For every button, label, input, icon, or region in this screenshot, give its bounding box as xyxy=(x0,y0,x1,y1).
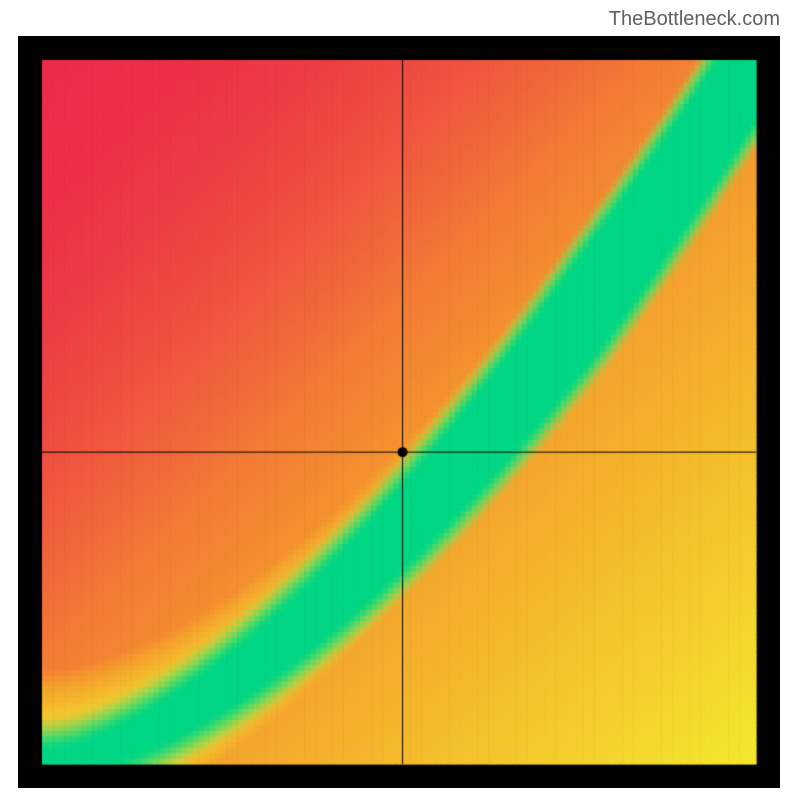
plot-area xyxy=(18,36,780,788)
watermark-text: TheBottleneck.com xyxy=(609,8,780,31)
heatmap-canvas xyxy=(18,36,780,788)
chart-container: TheBottleneck.com xyxy=(0,0,800,800)
